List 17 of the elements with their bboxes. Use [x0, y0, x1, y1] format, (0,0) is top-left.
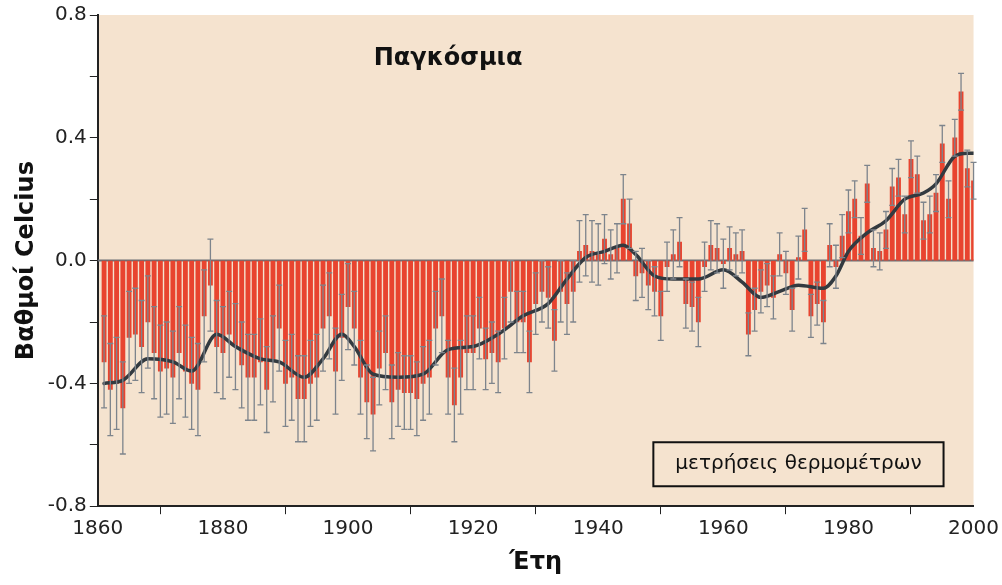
- x-tick-label: 1860: [72, 515, 124, 540]
- x-tick-label: 1940: [572, 515, 624, 540]
- y-tick-label: -0.4: [47, 369, 87, 394]
- text: Παγκόσμια: [373, 43, 523, 72]
- x-tick-label: 1880: [197, 515, 249, 540]
- y-tick-label: 0.8: [55, 1, 87, 26]
- y-axis-title: Βαθμοί Celcius: [10, 161, 39, 361]
- annotation: μετρήσεις θερμομέτρων: [675, 450, 922, 475]
- x-axis-title: Έτη: [508, 546, 563, 575]
- x-tick-label: 2000: [948, 515, 999, 540]
- y-tick-label: 0.0: [55, 246, 87, 271]
- y-tick-label: -0.8: [47, 492, 87, 517]
- x-tick-label: 1920: [447, 515, 499, 540]
- x-tick-label: 1900: [322, 515, 374, 540]
- x-tick-label: 1960: [697, 515, 749, 540]
- x-tick-label: 1980: [822, 515, 874, 540]
- y-tick-label: 0.4: [55, 124, 87, 148]
